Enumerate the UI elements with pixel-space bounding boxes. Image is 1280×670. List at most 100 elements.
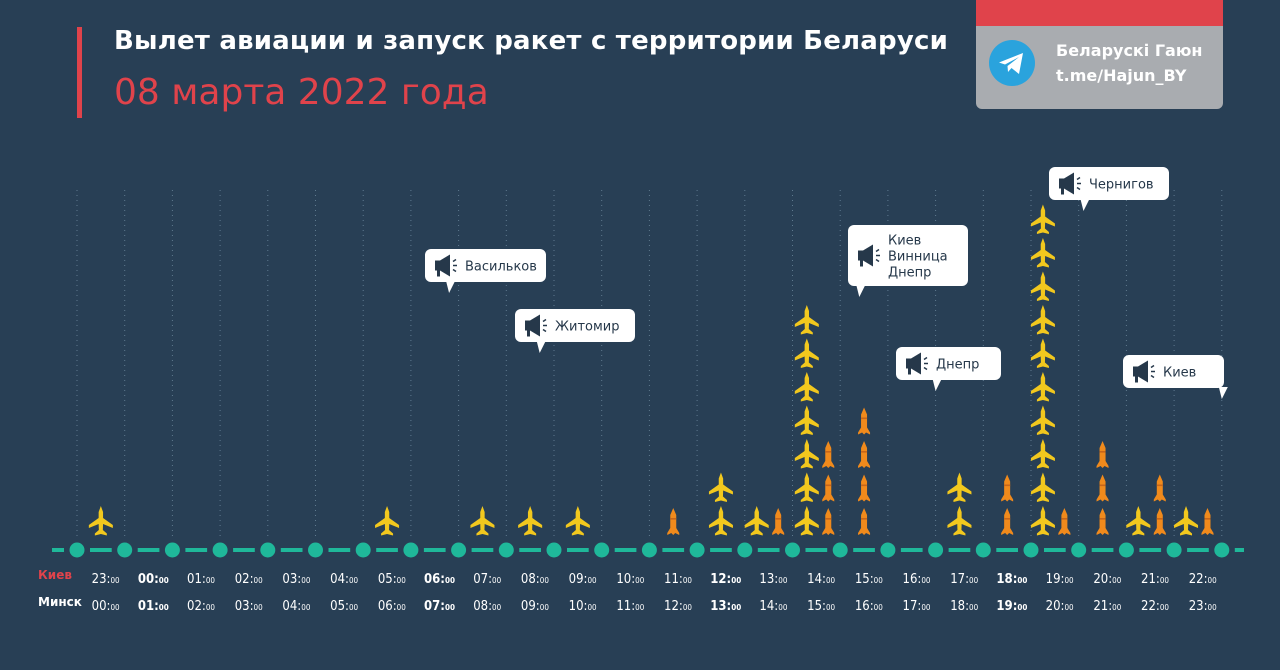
megaphone-icon xyxy=(858,244,880,267)
hour-tick-label: 22:00 xyxy=(1141,599,1169,614)
timeline-dot xyxy=(641,542,657,558)
hour-tick-label: 15:00 xyxy=(807,599,835,614)
airplane-icon xyxy=(794,405,819,435)
callout-label: Днепр xyxy=(936,358,979,373)
airplane-icon xyxy=(1030,372,1055,402)
callout-label: Винница xyxy=(888,250,948,265)
missile-icon xyxy=(1096,474,1109,502)
airplane-icon xyxy=(1030,204,1055,234)
hour-tick-label: 12:00 xyxy=(710,572,741,587)
missile-icon xyxy=(1096,441,1109,468)
timeline-dot xyxy=(928,542,944,558)
airplane-icon xyxy=(947,506,972,536)
hour-tick-label: 05:00 xyxy=(330,599,358,614)
airplane-icon xyxy=(1174,506,1199,536)
hour-tick-label: 04:00 xyxy=(330,572,358,587)
airplane-icon xyxy=(744,506,769,536)
timeline-dot xyxy=(594,542,610,558)
missile-icon xyxy=(822,508,835,535)
callout: Киев xyxy=(1123,355,1228,399)
hour-tick-label: 01:00 xyxy=(187,572,215,587)
callout-label: Днепр xyxy=(888,266,931,281)
megaphone-icon xyxy=(525,314,547,337)
timeline-dot xyxy=(164,542,180,558)
megaphone-icon xyxy=(1133,360,1155,383)
missile-icon xyxy=(1201,508,1214,535)
hour-tick-label: 23:00 xyxy=(92,572,120,587)
timeline-dot xyxy=(689,542,705,558)
callout-label: Киев xyxy=(888,234,921,249)
hour-tick-label: 17:00 xyxy=(903,599,931,614)
hour-tick-label: 07:00 xyxy=(473,572,501,587)
hour-tick-label: 17:00 xyxy=(950,572,978,587)
missile-icon xyxy=(1153,474,1166,502)
timeline-dot xyxy=(117,542,133,558)
airplane-icon xyxy=(1030,271,1055,301)
hour-tick-label: 18:00 xyxy=(996,572,1027,587)
timeline-dot xyxy=(1071,542,1087,558)
airplane-icon xyxy=(794,338,819,368)
hour-tick-label: 01:00 xyxy=(138,599,169,614)
hour-tick-label: 08:00 xyxy=(521,572,549,587)
callout-label: Киев xyxy=(1163,366,1196,381)
callout: Васильков xyxy=(425,249,546,293)
hour-tick-label: 20:00 xyxy=(1046,599,1074,614)
airplane-icon xyxy=(708,506,733,536)
hour-tick-label: 08:00 xyxy=(473,599,501,614)
callout-label: Чернигов xyxy=(1089,178,1154,193)
timeline-dot xyxy=(260,542,276,558)
hour-tick-label: 13:00 xyxy=(710,599,741,614)
time-row-label: Киев xyxy=(38,568,72,582)
callout-label: Васильков xyxy=(465,260,537,275)
timeline-dot xyxy=(451,542,467,558)
timeline-dot xyxy=(212,542,228,558)
airplane-icon xyxy=(518,506,543,536)
megaphone-icon xyxy=(906,352,928,375)
airplane-icon xyxy=(1126,506,1151,536)
hour-tick-label: 11:00 xyxy=(616,599,644,614)
hour-tick-label: 21:00 xyxy=(1141,572,1169,587)
missile-icon xyxy=(772,508,785,535)
timeline-dot xyxy=(880,542,896,558)
airplane-icon xyxy=(794,305,819,335)
hour-tick-label: 10:00 xyxy=(569,599,597,614)
missile-icon xyxy=(858,441,871,468)
airplane-icon xyxy=(375,506,400,536)
hour-tick-label: 09:00 xyxy=(569,572,597,587)
hour-tick-label: 11:00 xyxy=(664,572,692,587)
timeline-dot xyxy=(1118,542,1134,558)
hour-tick-label: 14:00 xyxy=(807,572,835,587)
callout: Житомир xyxy=(515,309,635,353)
brand-name: Беларускі Гаюн xyxy=(1056,41,1203,60)
missile-icon xyxy=(1058,508,1071,535)
hour-tick-label: 10:00 xyxy=(616,572,644,587)
timeline-dot xyxy=(832,542,848,558)
megaphone-icon xyxy=(435,254,457,277)
airplane-icon xyxy=(947,472,972,502)
missile-icon xyxy=(822,441,835,468)
page-title: Вылет авиации и запуск ракет с территори… xyxy=(114,26,949,56)
hour-tick-label: 18:00 xyxy=(950,599,978,614)
telegram-icon xyxy=(989,40,1035,86)
timeline-dot xyxy=(498,542,514,558)
airplane-icon xyxy=(1030,405,1055,435)
hour-tick-label: 03:00 xyxy=(282,572,310,587)
airplane-icon xyxy=(1030,472,1055,502)
page-subtitle: 08 марта 2022 года xyxy=(114,72,489,113)
missile-icon xyxy=(1001,508,1014,535)
callout: Днепр xyxy=(896,347,1001,391)
brand-card[interactable]: Беларускі Гаюн t.me/Hajun_BY xyxy=(976,0,1223,109)
hour-tick-label: 02:00 xyxy=(235,572,263,587)
hour-tick-label: 20:00 xyxy=(1093,572,1121,587)
hour-tick-label: 07:00 xyxy=(424,599,455,614)
title-accent-bar xyxy=(77,27,82,118)
missile-icon xyxy=(858,508,871,535)
airplane-icon xyxy=(794,372,819,402)
brand-link[interactable]: t.me/Hajun_BY xyxy=(1056,66,1187,85)
callout-label: Житомир xyxy=(555,320,620,335)
airplane-icon xyxy=(1030,439,1055,469)
hour-tick-label: 04:00 xyxy=(282,599,310,614)
airplane-icon xyxy=(794,506,819,536)
callout: Чернигов xyxy=(1049,167,1169,211)
